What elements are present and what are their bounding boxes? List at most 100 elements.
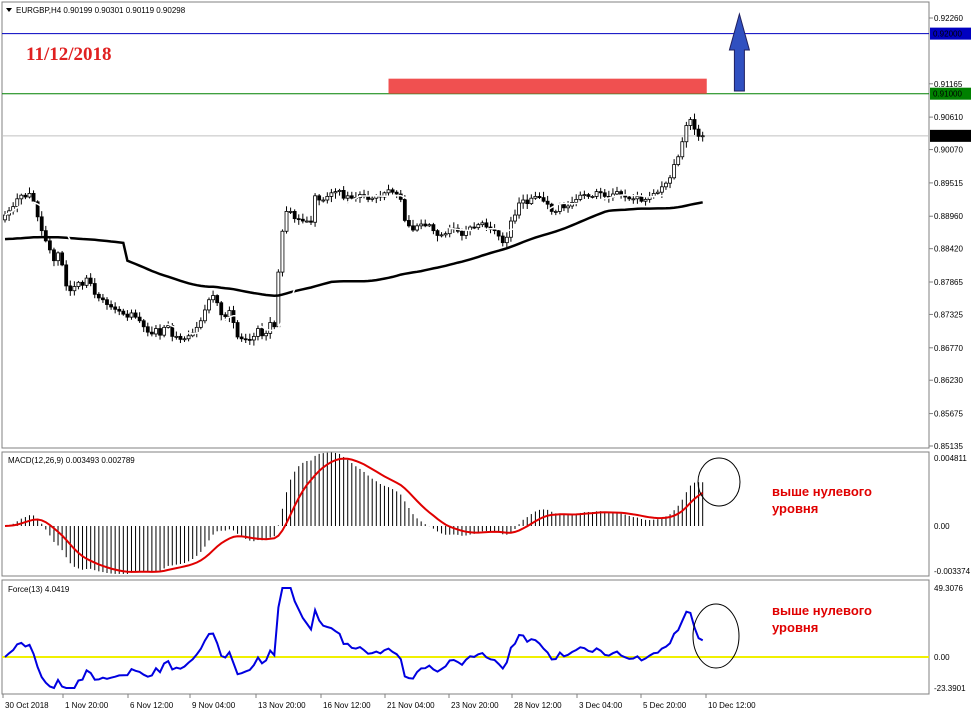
bear-candle bbox=[525, 199, 530, 205]
bull-candle bbox=[251, 335, 256, 341]
bear-candle bbox=[390, 189, 395, 193]
bear-candle bbox=[158, 328, 162, 336]
bull-candle bbox=[256, 328, 260, 337]
bear-candle bbox=[243, 338, 248, 341]
price-tick-label: 0.86770 bbox=[934, 344, 963, 353]
bear-candle bbox=[125, 313, 130, 318]
bear-candle bbox=[105, 299, 109, 305]
main-panel: 0.92260 0.91165 0.90610 0.90070 0.89515 0.889… bbox=[1, 1, 971, 451]
force-header: Force(13) 4.0419 bbox=[8, 585, 70, 594]
force-tick-label: 49.3076 bbox=[934, 584, 963, 593]
bull-candle bbox=[276, 271, 281, 328]
force-annotation: выше нулевого уровня bbox=[772, 603, 876, 635]
level-0-91000-price-label: 0.91000 bbox=[933, 90, 962, 99]
time-tick-label: 28 Nov 12:00 bbox=[514, 701, 562, 710]
bull-candle bbox=[305, 220, 309, 223]
bear-candle bbox=[215, 295, 220, 304]
bull-candle bbox=[443, 233, 448, 236]
force-panel-frame bbox=[1, 579, 930, 695]
bull-candle bbox=[700, 135, 705, 138]
bull-candle bbox=[594, 191, 599, 197]
bear-candle bbox=[23, 194, 28, 198]
bull-candle bbox=[427, 224, 432, 227]
bear-candle bbox=[235, 322, 240, 338]
bear-candle bbox=[292, 211, 297, 220]
bull-candle bbox=[582, 194, 587, 197]
bear-candle bbox=[366, 196, 371, 200]
time-tick-label: 9 Nov 04:00 bbox=[192, 701, 236, 710]
bull-candle bbox=[533, 196, 538, 199]
bull-candle bbox=[198, 320, 203, 328]
bull-candle bbox=[345, 195, 350, 199]
bull-candle bbox=[280, 230, 285, 273]
bull-candle bbox=[76, 281, 81, 287]
bear-candle bbox=[137, 316, 142, 322]
bull-candle bbox=[578, 194, 583, 200]
main-header: EURGBP,H4 0.90199 0.90301 0.90119 0.9029… bbox=[16, 6, 186, 15]
bear-candle bbox=[247, 338, 252, 341]
bear-candle bbox=[113, 306, 118, 310]
bear-candle bbox=[296, 218, 301, 221]
time-tick-label: 13 Nov 20:00 bbox=[258, 701, 306, 710]
bull-candle bbox=[194, 326, 199, 334]
bull-candle bbox=[325, 196, 330, 201]
bull-candle bbox=[72, 286, 77, 292]
bull-candle bbox=[513, 214, 517, 222]
bull-candle bbox=[386, 189, 391, 194]
bear-candle bbox=[500, 235, 505, 244]
bull-candle bbox=[439, 234, 444, 237]
bear-candle bbox=[272, 322, 277, 328]
macd-tick-label: 0.00 bbox=[934, 522, 950, 531]
bear-candle bbox=[639, 196, 644, 202]
bull-candle bbox=[631, 198, 636, 201]
bull-candle bbox=[574, 199, 579, 203]
bear-candle bbox=[692, 119, 697, 130]
bull-candle bbox=[284, 211, 289, 232]
bull-candle bbox=[337, 190, 342, 193]
dropdown-triangle-icon[interactable] bbox=[6, 8, 12, 12]
bear-candle bbox=[35, 201, 40, 218]
bull-candle bbox=[207, 299, 211, 311]
bear-candle bbox=[219, 302, 224, 316]
fast-moving-average bbox=[4, 153, 704, 335]
bear-candle bbox=[60, 252, 65, 266]
bear-candle bbox=[309, 220, 313, 223]
force-highlight-circle bbox=[692, 603, 740, 669]
bull-candle bbox=[517, 202, 521, 216]
bull-candle bbox=[615, 191, 619, 195]
bear-candle bbox=[472, 226, 477, 229]
time-tick-label: 23 Nov 20:00 bbox=[451, 701, 499, 710]
macd-highlight-circle bbox=[697, 457, 741, 507]
bear-candle bbox=[145, 326, 150, 333]
bear-candle bbox=[109, 304, 113, 308]
bull-candle bbox=[415, 225, 419, 231]
bear-candle bbox=[541, 197, 546, 202]
bear-candle bbox=[341, 190, 346, 199]
macd-tick-label: 0.004811 bbox=[934, 454, 967, 463]
bull-candle bbox=[84, 277, 89, 286]
bull-candle bbox=[162, 326, 167, 336]
bear-candle bbox=[602, 192, 607, 197]
time-axis: 30 Oct 2018 1 Nov 20:00 6 Nov 12:00 9 Nov 0… bbox=[2, 694, 756, 710]
bear-candle bbox=[496, 230, 501, 237]
bull-candle bbox=[166, 325, 171, 328]
bear-candle bbox=[92, 283, 97, 295]
price-tick-label: 0.91165 bbox=[934, 80, 963, 89]
bear-candle bbox=[627, 196, 632, 200]
bear-candle bbox=[460, 230, 464, 236]
bull-candle bbox=[668, 177, 672, 184]
price-tick-label: 0.86230 bbox=[934, 376, 963, 385]
bear-candle bbox=[300, 218, 305, 222]
bear-candle bbox=[31, 193, 36, 203]
time-tick-label: 6 Nov 12:00 bbox=[130, 701, 174, 710]
bear-candle bbox=[492, 229, 497, 232]
bull-candle bbox=[557, 203, 562, 212]
bull-candle bbox=[643, 199, 648, 202]
bear-candle bbox=[423, 223, 428, 227]
bear-candle bbox=[223, 314, 228, 317]
bull-candle bbox=[672, 164, 677, 179]
bear-candle bbox=[349, 195, 354, 199]
bull-candle bbox=[129, 312, 134, 318]
bear-candle bbox=[68, 285, 73, 292]
